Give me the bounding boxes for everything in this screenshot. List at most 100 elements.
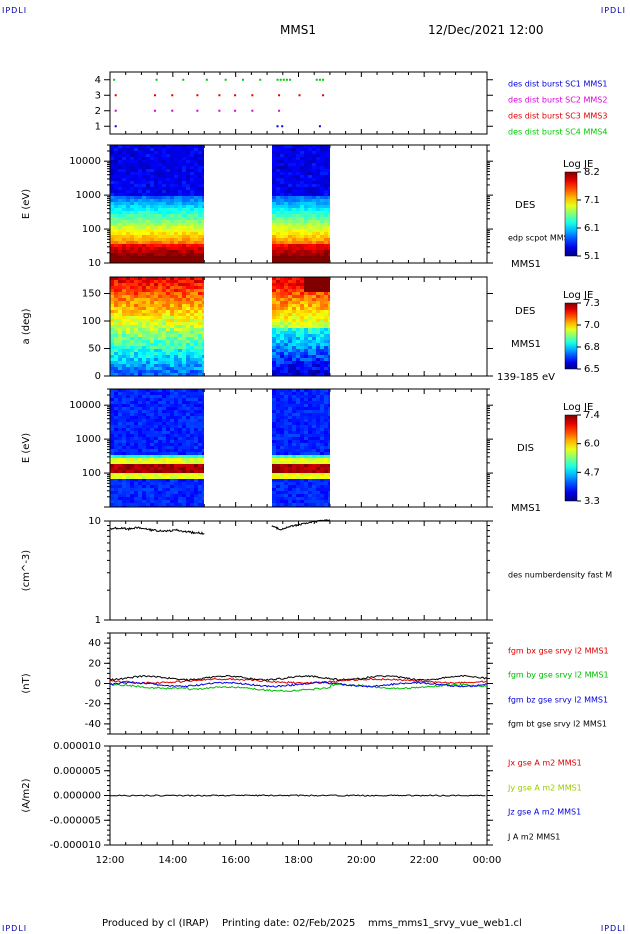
spectrogram-cell [296,175,300,178]
spectrogram-cell [186,437,190,440]
spectrogram-cell [324,259,328,262]
spectrogram-cell [130,238,134,241]
spectrogram-cell [146,235,150,238]
spectrogram-cell [190,238,194,241]
y-tick-label: 150 [82,289,101,300]
spectrogram-cell [158,157,162,160]
spectrogram-cell [130,422,134,425]
spectrogram-cell [308,431,312,434]
spectrogram-cell [292,337,296,340]
spectrogram-cell [142,241,146,244]
spectrogram-cell [308,193,312,196]
spectrogram-cell [316,307,320,310]
spectrogram-cell [296,241,300,244]
spectrogram-cell [174,190,178,193]
spectrogram-cell [142,256,146,259]
spectrogram-cell [146,310,150,313]
spectrogram-cell [300,160,304,163]
spectrogram-cell [276,310,280,313]
spectrogram-cell [150,437,154,440]
spectrogram-cell [142,392,146,395]
spectrogram-cell [182,319,186,322]
spectrogram-cell [150,416,154,419]
spectrogram-cell [162,404,166,407]
spectrogram-cell [312,461,316,464]
spectrogram-cell [114,145,118,148]
spectrogram-cell [280,259,284,262]
spectrogram-cell [316,425,320,428]
spectrogram-cell [174,470,178,473]
spectrogram-cell [328,211,330,214]
spectrogram-cell [126,202,130,205]
spectrogram-cell [178,410,182,413]
spectrogram-cell [312,431,316,434]
spectrogram-cell [114,205,118,208]
spectrogram-cell [324,461,328,464]
spectrogram-cell [198,238,202,241]
spectrogram-cell [198,446,202,449]
spectrogram-cell [170,244,174,247]
spectrogram-cell [158,437,162,440]
spectrogram-cell [178,503,182,506]
spectrogram-cell [202,440,204,443]
spectrogram-cell [316,461,320,464]
spectrogram-cell [288,238,292,241]
spectrogram-cell [170,401,174,404]
spectrogram-cell [162,235,166,238]
spectrogram-cell [130,461,134,464]
spectrogram-cell [138,352,142,355]
spectrogram-cell [324,190,328,193]
spectrogram-cell [276,199,280,202]
spectrogram-cell [138,238,142,241]
spectrogram-cell [320,440,324,443]
spectrogram-cell [280,355,284,358]
spectrogram-cell [194,434,198,437]
spectrogram-cell [186,247,190,250]
spectrogram-cell [134,431,138,434]
spectrogram-cell [198,340,202,343]
spectrogram-cell [170,175,174,178]
spectrogram-cell [154,223,158,226]
spectrogram-cell [138,301,142,304]
spectrogram-cell [272,449,276,452]
spectrogram-cell [190,289,194,292]
spectrogram-cell [316,169,320,172]
spectrogram-cell [178,208,182,211]
spectrogram-cell [126,280,130,283]
spectrogram-cell [142,331,146,334]
spectrogram-cell [162,485,166,488]
spectrogram-cell [154,340,158,343]
spectrogram-cell [110,500,114,503]
spectrogram-cell [312,163,316,166]
spectrogram-cell [130,467,134,470]
spectrogram-cell [320,395,324,398]
spectrogram-cell [154,422,158,425]
spectrogram-cell [122,407,126,410]
spectrogram-cell [308,410,312,413]
spectrogram-cell [110,244,114,247]
spectrogram-cell [304,217,308,220]
spectrogram-cell [150,310,154,313]
spectrogram-cell [328,199,330,202]
spectrogram-cell [174,145,178,148]
burst-mark [259,78,262,81]
spectrogram-cell [114,440,118,443]
spectrogram-cell [126,364,130,367]
colorbar-tick-label: 6.5 [584,364,600,375]
spectrogram-cell [162,145,166,148]
spectrogram-cell [178,292,182,295]
spectrogram-cell [110,407,114,410]
spectrogram-cell [284,244,288,247]
spectrogram-cell [296,488,300,491]
spectrogram-cell [280,352,284,355]
spectrogram-cell [154,482,158,485]
spectrogram-cell [122,286,126,289]
spectrogram-cell [122,334,126,337]
spectrogram-cell [198,148,202,151]
spectrogram-cell [178,449,182,452]
spectrogram-cell [150,277,154,280]
spectrogram-cell [186,458,190,461]
spectrogram-cell [150,289,154,292]
spectrogram-cell [154,319,158,322]
spectrogram-cell [166,494,170,497]
